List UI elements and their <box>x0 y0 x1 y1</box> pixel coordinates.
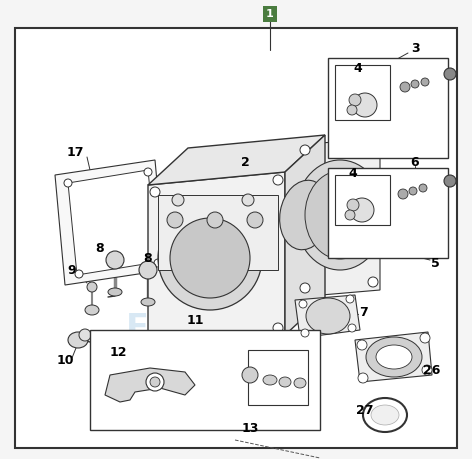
Ellipse shape <box>345 210 355 220</box>
Polygon shape <box>148 135 325 185</box>
Ellipse shape <box>242 367 258 383</box>
Bar <box>90 330 320 430</box>
Text: 8: 8 <box>143 252 152 264</box>
Ellipse shape <box>348 324 356 332</box>
Ellipse shape <box>64 179 72 187</box>
Ellipse shape <box>299 300 307 308</box>
Text: 1: 1 <box>266 9 274 19</box>
Ellipse shape <box>85 305 99 315</box>
Bar <box>158 195 278 270</box>
Ellipse shape <box>420 333 430 343</box>
Polygon shape <box>55 160 165 285</box>
Ellipse shape <box>273 175 283 185</box>
Text: 8: 8 <box>96 241 104 254</box>
Polygon shape <box>295 295 360 338</box>
Ellipse shape <box>368 139 378 149</box>
Ellipse shape <box>158 206 262 310</box>
Text: 11: 11 <box>186 313 204 326</box>
Bar <box>335 65 390 120</box>
Text: 6: 6 <box>411 156 419 168</box>
Text: 2: 2 <box>241 156 249 168</box>
Polygon shape <box>355 332 432 382</box>
Text: 9: 9 <box>67 263 76 276</box>
Text: 5: 5 <box>430 257 439 269</box>
Ellipse shape <box>350 198 374 222</box>
Ellipse shape <box>419 184 427 192</box>
Ellipse shape <box>357 340 367 350</box>
Bar <box>328 168 448 258</box>
Ellipse shape <box>409 187 417 195</box>
Ellipse shape <box>247 212 263 228</box>
Ellipse shape <box>398 189 408 199</box>
Ellipse shape <box>400 82 410 92</box>
Ellipse shape <box>170 218 250 298</box>
Text: 4: 4 <box>349 167 357 179</box>
Ellipse shape <box>75 270 83 278</box>
Text: 12: 12 <box>109 346 127 358</box>
Polygon shape <box>68 170 157 275</box>
Ellipse shape <box>346 295 354 303</box>
Ellipse shape <box>305 171 375 259</box>
Ellipse shape <box>353 93 377 117</box>
Ellipse shape <box>295 160 385 270</box>
Ellipse shape <box>300 283 310 293</box>
Ellipse shape <box>376 345 412 369</box>
Ellipse shape <box>306 298 350 334</box>
Ellipse shape <box>150 377 160 387</box>
Bar <box>335 175 390 225</box>
Ellipse shape <box>263 375 277 385</box>
Ellipse shape <box>150 335 160 345</box>
Ellipse shape <box>172 194 184 206</box>
Polygon shape <box>285 135 325 335</box>
Ellipse shape <box>422 365 432 375</box>
Ellipse shape <box>108 288 122 296</box>
Ellipse shape <box>366 337 422 377</box>
Ellipse shape <box>371 405 399 425</box>
Ellipse shape <box>68 332 88 348</box>
Ellipse shape <box>363 398 407 432</box>
Text: 26: 26 <box>423 364 441 376</box>
Ellipse shape <box>421 78 429 86</box>
Ellipse shape <box>279 180 330 250</box>
Ellipse shape <box>279 377 291 387</box>
Ellipse shape <box>79 329 91 341</box>
Ellipse shape <box>87 282 97 292</box>
Ellipse shape <box>349 94 361 106</box>
Text: 13: 13 <box>241 421 259 435</box>
Ellipse shape <box>167 212 183 228</box>
Ellipse shape <box>141 298 155 306</box>
Polygon shape <box>148 172 285 348</box>
Text: 3: 3 <box>411 41 419 55</box>
Ellipse shape <box>154 259 162 267</box>
Ellipse shape <box>139 261 157 279</box>
Text: 7: 7 <box>359 306 367 319</box>
Text: 27: 27 <box>356 403 374 416</box>
Ellipse shape <box>301 329 309 337</box>
Ellipse shape <box>347 199 359 211</box>
Ellipse shape <box>146 373 164 391</box>
Ellipse shape <box>273 323 283 333</box>
Ellipse shape <box>444 175 456 187</box>
Ellipse shape <box>144 168 152 176</box>
Ellipse shape <box>411 80 419 88</box>
Ellipse shape <box>294 378 306 388</box>
Bar <box>328 58 448 158</box>
Ellipse shape <box>106 251 124 269</box>
Ellipse shape <box>150 187 160 197</box>
Text: Jacks
Small
Engines: Jacks Small Engines <box>126 235 274 345</box>
Text: 4: 4 <box>354 62 362 74</box>
Ellipse shape <box>242 194 254 206</box>
Polygon shape <box>105 368 195 402</box>
Ellipse shape <box>347 105 357 115</box>
Ellipse shape <box>368 277 378 287</box>
Text: 10: 10 <box>56 353 74 366</box>
Bar <box>248 350 308 405</box>
Ellipse shape <box>207 212 223 228</box>
Ellipse shape <box>444 68 456 80</box>
Text: 17: 17 <box>66 146 84 158</box>
Ellipse shape <box>300 145 310 155</box>
Polygon shape <box>298 138 380 297</box>
Ellipse shape <box>358 373 368 383</box>
